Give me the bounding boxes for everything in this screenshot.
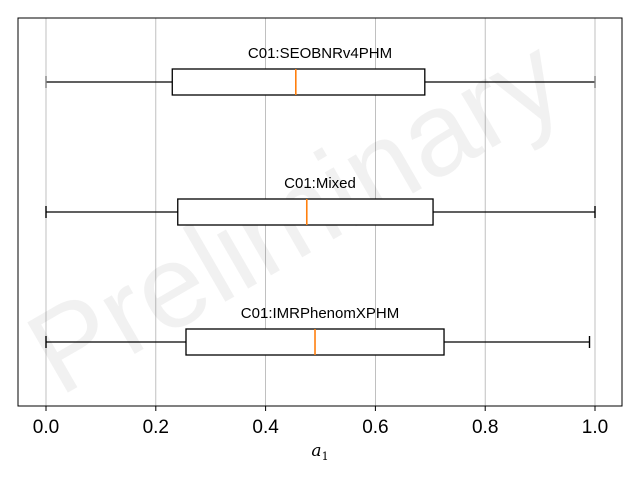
box-group: C01:IMRPhenomXPHM — [45, 305, 591, 356]
x-axis-label-subscript: 1 — [322, 450, 329, 463]
box-group: C01:SEOBNRv4PHM — [45, 45, 596, 96]
x-axis-label-main: a — [311, 441, 321, 461]
plot-frame — [17, 17, 623, 407]
x-tick-label: 0.6 — [362, 417, 388, 438]
x-tick-label: 1.0 — [582, 417, 608, 438]
box-series: C01:SEOBNRv4PHM C01:Mixed C01:IMRPhenomXPH… — [45, 45, 596, 356]
x-axis-label: a1 — [311, 441, 328, 463]
box-label: C01:IMRPhenomXPHM — [241, 305, 399, 322]
x-tick-label: 0.8 — [472, 417, 498, 438]
box-iqr — [171, 68, 426, 96]
box-group: C01:Mixed — [45, 175, 596, 226]
box-iqr — [177, 198, 434, 226]
box-label: C01:Mixed — [284, 175, 356, 192]
x-tick-label: 0.4 — [252, 417, 279, 438]
box-label: C01:SEOBNRv4PHM — [248, 45, 392, 62]
x-tick-label: 0.2 — [143, 417, 169, 438]
x-tick-label: 0.0 — [33, 417, 59, 438]
x-axis-ticks: 0.0 0.2 0.4 0.6 0.8 1.0 — [33, 406, 608, 438]
